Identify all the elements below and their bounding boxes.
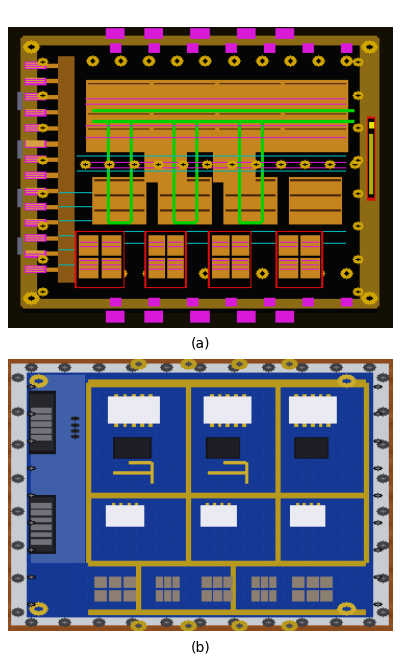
Text: (b): (b) (190, 640, 211, 654)
Text: (a): (a) (191, 336, 210, 351)
